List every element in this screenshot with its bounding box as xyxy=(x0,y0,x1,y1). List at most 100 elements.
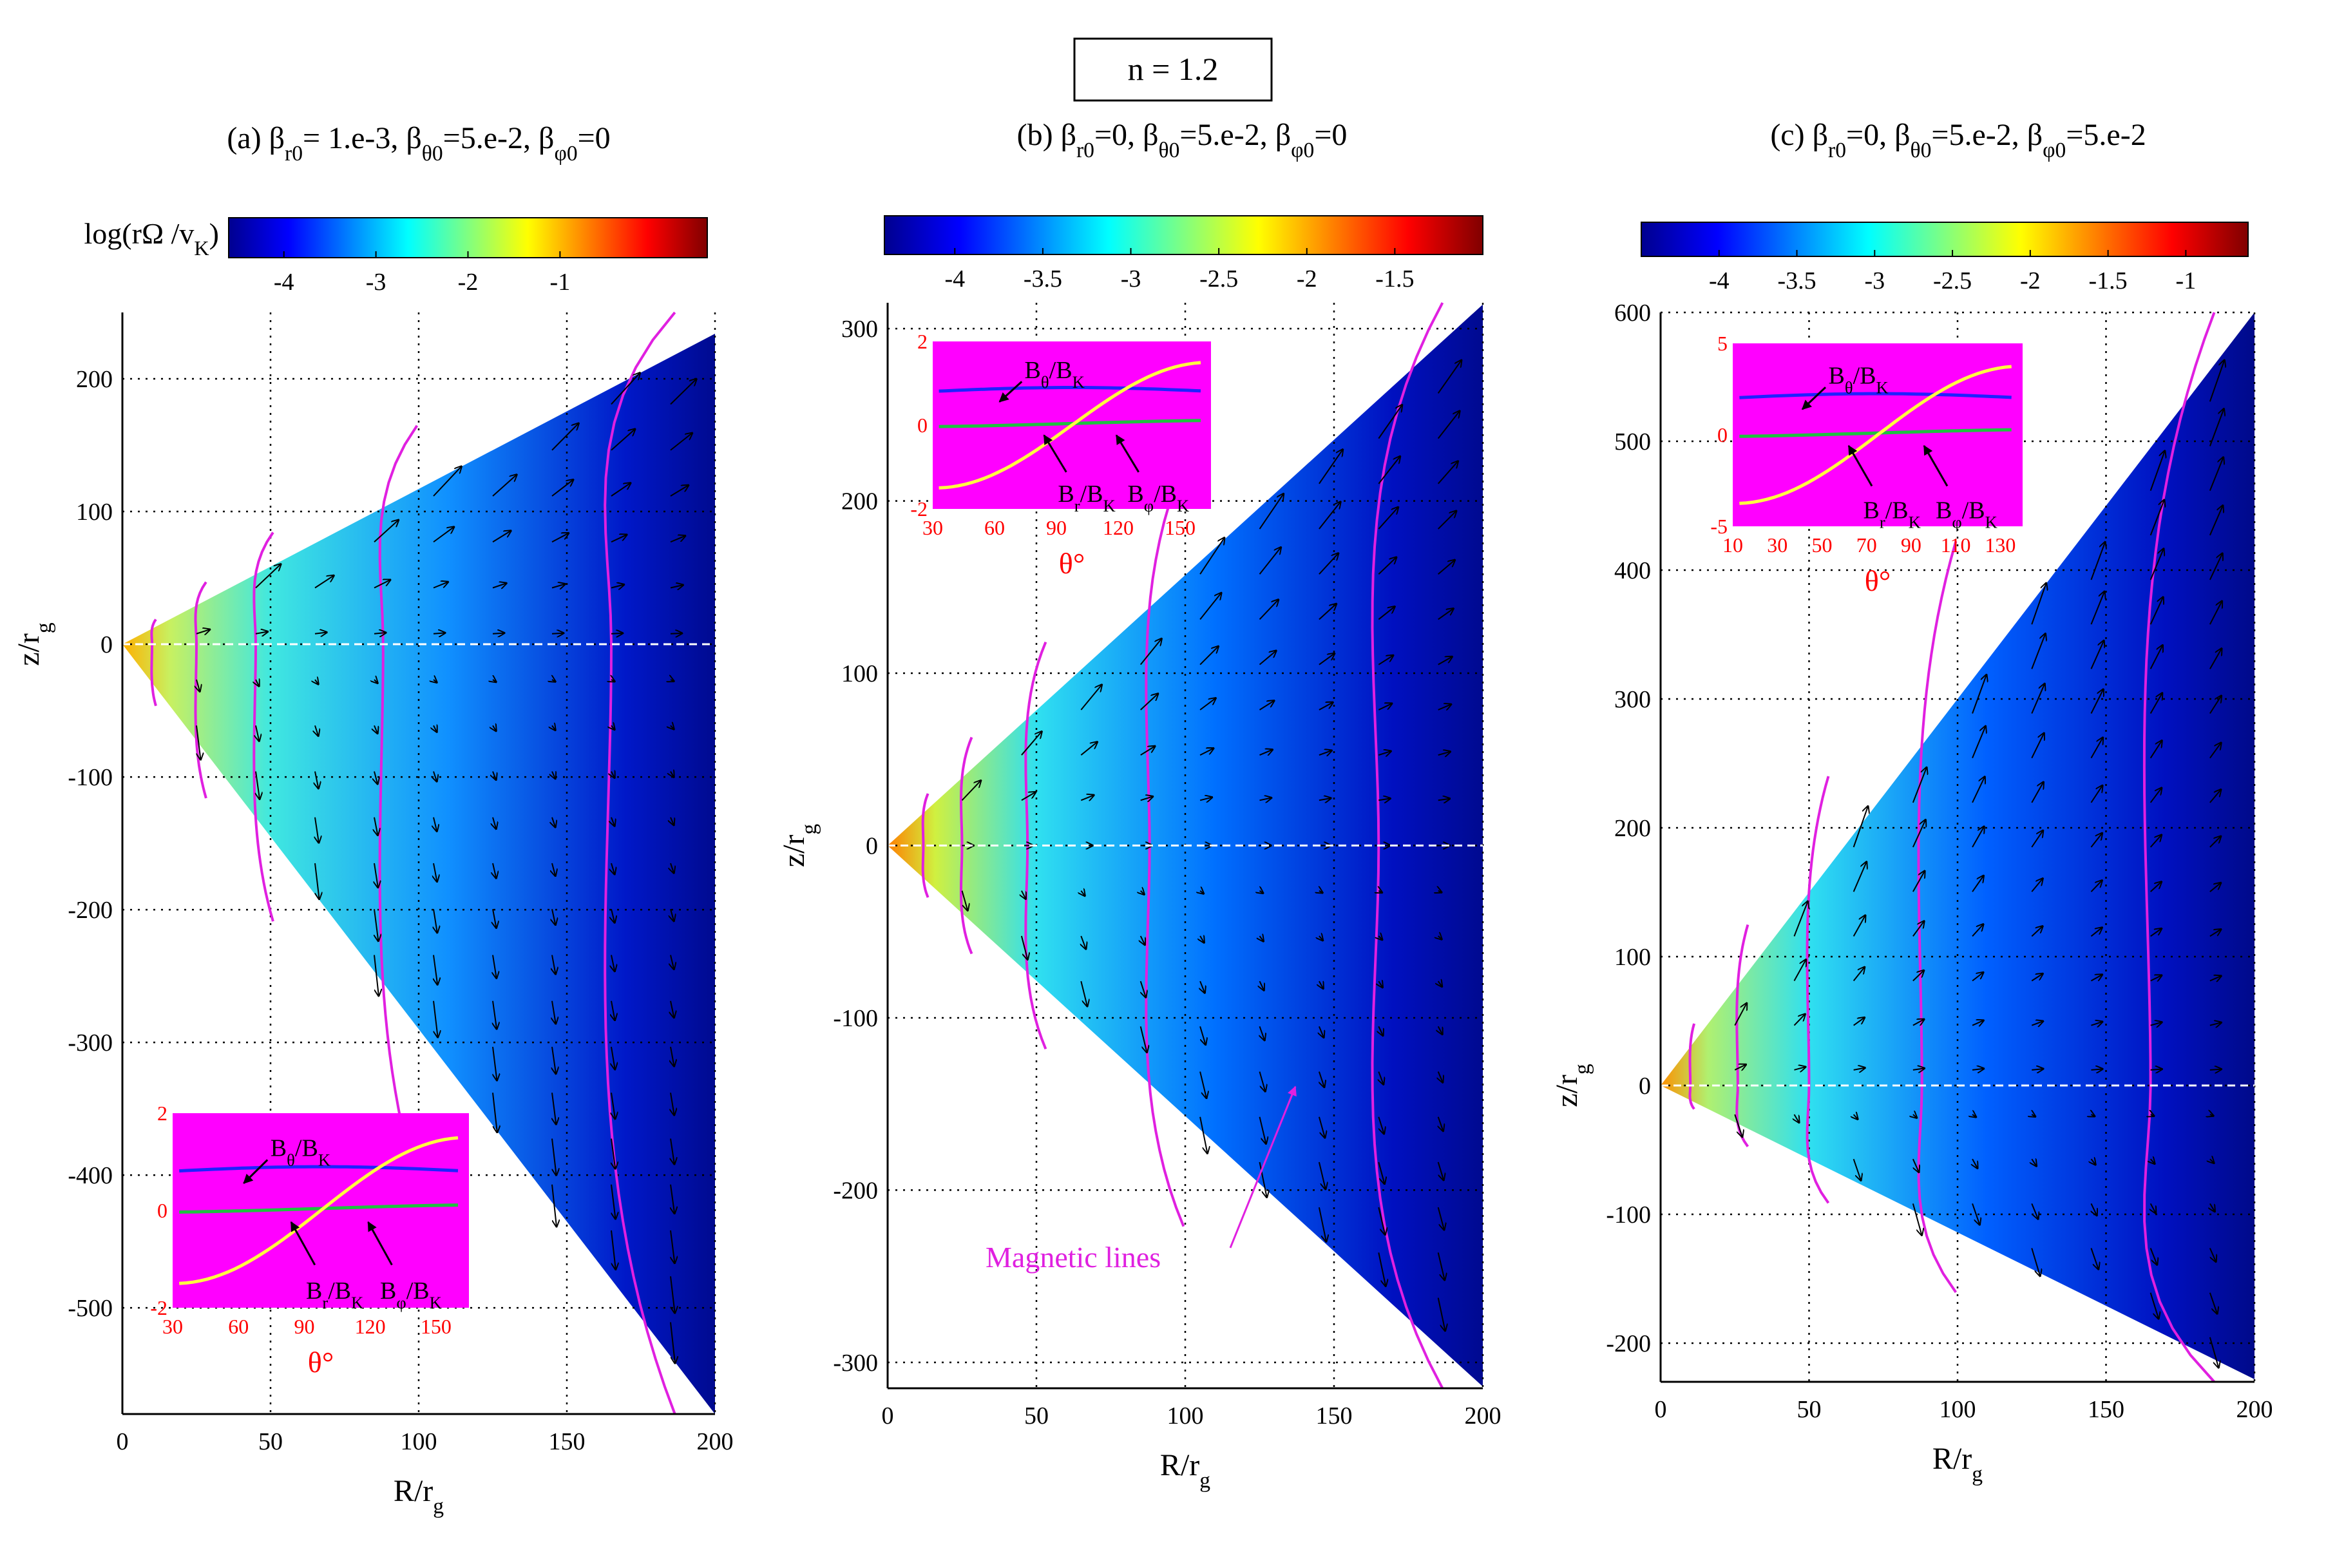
velocity-arrow xyxy=(1793,901,1807,937)
velocity-arrow xyxy=(611,633,623,634)
panel-b-title: (b) βr0=0, βθ0=5.e-2, βφ0=0 xyxy=(1017,118,1348,162)
inset-x-label: θ° xyxy=(1059,547,1085,580)
inset-y-tick-label: 2 xyxy=(157,1102,167,1125)
velocity-arrow xyxy=(1438,1026,1443,1034)
velocity-arrow xyxy=(2090,689,2103,714)
velocity-arrow xyxy=(2031,1203,2038,1219)
velocity-arrow xyxy=(1972,674,1987,714)
velocity-arrow xyxy=(2150,1022,2162,1026)
velocity-arrow xyxy=(1378,1071,1384,1085)
inset-x-tick-label: 60 xyxy=(228,1315,249,1338)
velocity-arrow xyxy=(374,817,377,836)
colorbar-tick-label: -2 xyxy=(2020,267,2041,294)
velocity-arrow xyxy=(1912,1203,1922,1235)
velocity-arrow xyxy=(2150,645,2163,669)
velocity-arrow xyxy=(1021,731,1042,756)
panel-a-title: (a) βr0= 1.e-3, βθ0=5.e-2, βφ0=0 xyxy=(227,121,610,166)
colorbar-tick-label: -3 xyxy=(1121,265,1141,292)
inset-y-tick-label: 0 xyxy=(917,414,928,437)
velocity-arrow xyxy=(1438,981,1442,987)
velocity-arrow xyxy=(2150,1069,2162,1070)
velocity-field-wedge xyxy=(122,333,715,1414)
velocity-arrow xyxy=(1972,827,1984,848)
velocity-arrow xyxy=(434,863,437,882)
velocity-arrow xyxy=(2209,601,2222,625)
velocity-arrow xyxy=(552,1046,556,1074)
velocity-arrow xyxy=(1318,1207,1326,1241)
velocity-arrow xyxy=(551,1184,557,1227)
velocity-arrow xyxy=(552,1093,556,1124)
velocity-arrow xyxy=(1259,1162,1267,1198)
velocity-arrow xyxy=(256,771,260,799)
velocity-arrow xyxy=(2150,928,2162,937)
velocity-arrow xyxy=(2150,549,2164,580)
velocity-arrow xyxy=(315,680,318,684)
inset-label-b-phi: Bφ/BK xyxy=(1127,481,1189,515)
velocity-arrow xyxy=(1438,752,1451,755)
x-tick-label: 150 xyxy=(549,1428,586,1455)
inset-y-tick-label: 0 xyxy=(157,1199,167,1222)
velocity-arrow xyxy=(670,1276,675,1313)
inset-curve-b-phi xyxy=(179,1136,459,1285)
colorbar-tick-label: -2.5 xyxy=(1199,265,1238,292)
inset-x-tick-label: 120 xyxy=(355,1315,386,1338)
velocity-arrow xyxy=(2032,1069,2043,1070)
velocity-arrow xyxy=(551,1138,557,1176)
velocity-arrow xyxy=(1972,1203,1979,1225)
velocity-arrow xyxy=(1438,799,1450,801)
velocity-arrow xyxy=(2090,738,2102,759)
velocity-arrow xyxy=(1437,1207,1444,1230)
velocity-arrow xyxy=(1080,795,1094,800)
inset-x-tick-label: 130 xyxy=(1985,533,2016,557)
x-tick-label: 100 xyxy=(1940,1396,1976,1423)
velocity-arrow xyxy=(1140,796,1153,800)
velocity-arrow xyxy=(433,1000,438,1038)
colorbar-tick-label: -3.5 xyxy=(1777,267,1816,294)
magnetic-field-line xyxy=(1806,776,1830,1204)
velocity-arrow xyxy=(611,772,615,778)
inset-x-label: θ° xyxy=(308,1346,334,1379)
velocity-arrow xyxy=(2031,1248,2040,1276)
velocity-arrow xyxy=(374,580,390,589)
velocity-arrow xyxy=(1141,935,1145,945)
velocity-arrow xyxy=(314,863,319,899)
velocity-arrow xyxy=(374,909,378,941)
velocity-arrow xyxy=(2031,879,2043,892)
velocity-arrow xyxy=(374,633,386,634)
y-tick-label: 200 xyxy=(1614,815,1651,842)
colorbar-tick-label: -2.5 xyxy=(1933,267,1972,294)
velocity-arrow xyxy=(2090,542,2105,580)
velocity-arrow xyxy=(1259,750,1273,755)
inset-arrow-b-phi xyxy=(1115,434,1139,473)
velocity-arrow xyxy=(314,575,334,589)
velocity-arrow xyxy=(1260,1026,1265,1040)
velocity-arrow xyxy=(2150,451,2165,492)
velocity-arrow xyxy=(2209,836,2221,848)
velocity-arrow xyxy=(1199,749,1214,756)
colorbar-a xyxy=(228,217,708,258)
velocity-arrow xyxy=(1853,862,1867,892)
velocity-arrow xyxy=(1912,1158,1919,1172)
velocity-arrow xyxy=(1080,980,1087,1006)
inset-label-b-r: Br/BK xyxy=(306,1277,363,1312)
velocity-arrow xyxy=(1912,871,1925,892)
velocity-arrow xyxy=(1319,450,1343,484)
velocity-arrow xyxy=(2150,1248,2157,1265)
inset-label-b-theta: Bθ/BK xyxy=(271,1134,330,1169)
figure-title-box xyxy=(1073,37,1273,102)
velocity-arrow xyxy=(1319,751,1332,755)
velocity-arrow xyxy=(315,771,318,789)
y-tick-label: 300 xyxy=(1614,686,1651,713)
velocity-arrow xyxy=(2150,1292,2159,1319)
velocity-arrow xyxy=(1972,726,1986,759)
inset-y-tick-label: -5 xyxy=(1710,515,1728,538)
velocity-arrow xyxy=(493,725,496,731)
y-axis-label: z/rg xyxy=(1550,1064,1594,1107)
velocity-arrow xyxy=(552,909,555,925)
velocity-arrow xyxy=(2150,500,2164,536)
velocity-arrow xyxy=(2209,408,2224,446)
velocity-arrow xyxy=(2031,782,2043,803)
velocity-arrow xyxy=(1378,557,1397,575)
velocity-arrow xyxy=(2031,733,2044,759)
colorbar-tick-label: -1.5 xyxy=(1375,265,1414,292)
